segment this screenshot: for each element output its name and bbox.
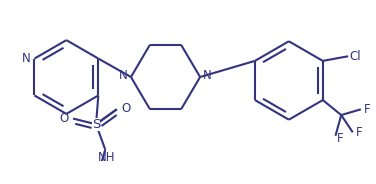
Text: NH: NH: [98, 151, 115, 164]
Text: N: N: [22, 52, 31, 65]
Text: O: O: [59, 112, 68, 125]
Text: N: N: [119, 69, 128, 82]
Text: F: F: [364, 103, 371, 116]
Text: S: S: [92, 118, 100, 131]
Text: N: N: [203, 69, 212, 82]
Text: O: O: [121, 102, 130, 115]
Text: F: F: [356, 126, 363, 139]
Text: Cl: Cl: [349, 50, 361, 63]
Text: F: F: [337, 132, 343, 145]
